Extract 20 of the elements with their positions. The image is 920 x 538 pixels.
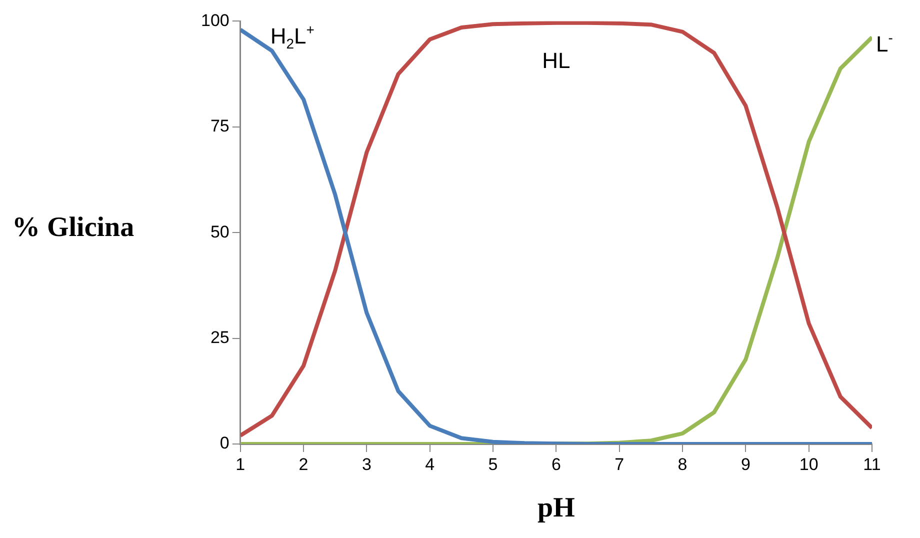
x-axis-title: pH xyxy=(538,492,576,524)
x-tick-label: 6 xyxy=(551,454,561,474)
x-tick-label: 4 xyxy=(425,454,435,474)
x-tick-label: 8 xyxy=(678,454,688,474)
x-tick-label: 2 xyxy=(298,454,308,474)
x-tick-label: 7 xyxy=(614,454,624,474)
x-tick-label: 3 xyxy=(362,454,372,474)
x-tick-label: 10 xyxy=(799,454,818,474)
x-tick-label: 11 xyxy=(863,454,881,474)
x-tick-label: 5 xyxy=(488,454,498,474)
x-tick-label: 1 xyxy=(236,454,246,474)
series-label: L- xyxy=(876,29,894,56)
y-tick-label: 0 xyxy=(220,434,230,453)
x-tick-label: 9 xyxy=(740,454,750,474)
y-tick-label: 75 xyxy=(210,116,230,136)
y-tick-label: 50 xyxy=(210,222,230,242)
y-axis-title: % Glicina xyxy=(12,212,134,244)
y-tick-label: 100 xyxy=(200,10,230,30)
y-tick-label: 25 xyxy=(210,328,230,347)
series-label: HL xyxy=(542,48,570,73)
